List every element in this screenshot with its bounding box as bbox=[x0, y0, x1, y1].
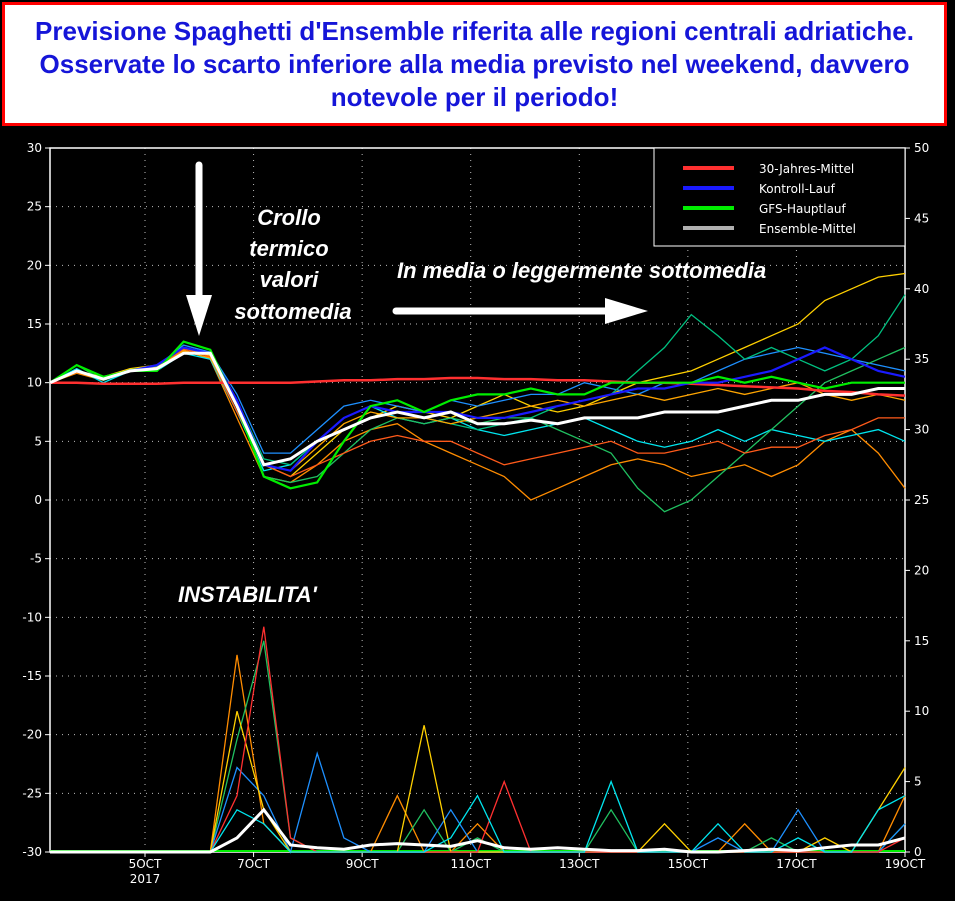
y-right-tick-label: 20 bbox=[914, 563, 929, 577]
y-right-tick-label: 0 bbox=[914, 845, 922, 859]
temp-line-member bbox=[49, 272, 906, 478]
x-tick-label: 11OCT bbox=[450, 857, 491, 871]
annotations: Crollo termico valori sottomedia In medi… bbox=[178, 161, 766, 607]
y-left-tick-label: 5 bbox=[34, 434, 42, 448]
y-left-tick-label: -10 bbox=[22, 610, 42, 624]
legend-label: Kontroll-Lauf bbox=[759, 182, 836, 196]
temperature-lines bbox=[49, 272, 906, 513]
y-left-tick-label: 25 bbox=[27, 200, 42, 214]
y-right-tick-label: 15 bbox=[914, 634, 929, 648]
x-tick-label: 9OCT bbox=[346, 857, 379, 871]
y-right-tick-label: 45 bbox=[914, 211, 929, 225]
y-left-tick-label: -20 bbox=[22, 728, 42, 742]
x-tick-label: 7OCT bbox=[237, 857, 270, 871]
temp-line-ensemble-mittel bbox=[49, 351, 905, 467]
y-right-tick-label: 25 bbox=[914, 493, 929, 507]
x-tick-label: 15OCT bbox=[668, 857, 709, 871]
x-tick-year: 2017 bbox=[130, 872, 161, 886]
annotation-crollo-3: valori bbox=[260, 267, 320, 292]
annotation-crollo-4: sottomedia bbox=[234, 299, 351, 324]
title-box: Previsione Spaghetti d'Ensemble riferita… bbox=[2, 2, 947, 126]
precip-line-member bbox=[50, 626, 906, 853]
right-arrow-head bbox=[605, 298, 648, 324]
annotation-media: In media o leggermente sottomedia bbox=[397, 258, 766, 283]
y-right-tick-label: 30 bbox=[914, 423, 929, 437]
y-right-tick-label: 10 bbox=[914, 704, 929, 718]
y-left-tick-label: -25 bbox=[22, 786, 42, 800]
y-left-tick-label: 30 bbox=[27, 141, 42, 155]
y-right-tick-label: 50 bbox=[914, 141, 929, 155]
temp-line-member bbox=[49, 344, 906, 454]
legend-label: 30-Jahres-Mittel bbox=[759, 162, 854, 176]
y-left-tick-label: -15 bbox=[22, 669, 42, 683]
temp-line-30-jahres-mittel bbox=[50, 376, 906, 397]
legend-label: GFS-Hauptlauf bbox=[759, 202, 847, 216]
y-left-tick-label: -30 bbox=[22, 845, 42, 859]
precip-line-member bbox=[50, 711, 906, 853]
down-arrow-head bbox=[186, 295, 212, 336]
x-tick-label: 5OCT bbox=[129, 857, 162, 871]
grid bbox=[50, 147, 906, 853]
precip-line-member bbox=[50, 654, 906, 853]
temp-line-member bbox=[49, 347, 905, 478]
x-tick-label: 13OCT bbox=[559, 857, 600, 871]
y-left-tick-label: 10 bbox=[27, 376, 42, 390]
temp-line-kontroll-lauf bbox=[49, 346, 906, 472]
y-right-tick-label: 35 bbox=[914, 352, 929, 366]
legend: 30-Jahres-Mittel Kontroll-Lauf GFS-Hauptla… bbox=[653, 147, 906, 247]
temp-line-gfs-hauptlauf bbox=[49, 340, 905, 490]
precip-line-ensemble-mittel bbox=[50, 807, 906, 854]
y-right-tick-label: 40 bbox=[914, 282, 929, 296]
y-right-tick-label: 5 bbox=[914, 775, 922, 789]
annotation-crollo-2: termico bbox=[249, 236, 328, 261]
title-text: Previsione Spaghetti d'Ensemble riferita… bbox=[35, 15, 914, 112]
precip-line-member bbox=[50, 640, 906, 853]
y-left-tick-label: 15 bbox=[27, 317, 42, 331]
y-left-tick-label: 20 bbox=[27, 258, 42, 272]
annotation-instabilita: INSTABILITA' bbox=[178, 582, 318, 607]
x-tick-label: 17OCT bbox=[776, 857, 817, 871]
y-left-tick-label: 0 bbox=[34, 493, 42, 507]
y-left-tick-label: -5 bbox=[30, 552, 42, 566]
legend-label: Ensemble-Mittel bbox=[759, 222, 856, 236]
annotation-crollo-1: Crollo bbox=[257, 205, 321, 230]
temp-line-member bbox=[49, 294, 906, 466]
precipitation-lines bbox=[50, 626, 906, 854]
x-tick-label: 19OCT bbox=[885, 857, 926, 871]
